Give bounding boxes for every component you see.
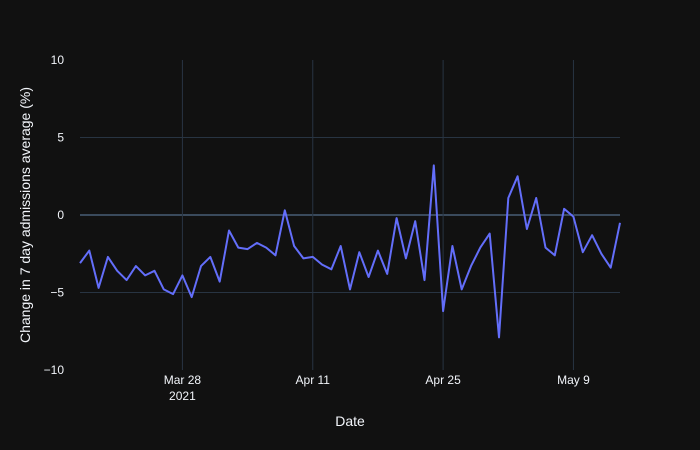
data-point[interactable]	[468, 263, 474, 269]
data-point[interactable]	[291, 243, 297, 249]
x-tick-label: Mar 28	[164, 373, 202, 387]
data-point[interactable]	[170, 291, 176, 297]
data-point[interactable]	[319, 262, 325, 268]
data-point[interactable]	[245, 246, 251, 252]
data-point[interactable]	[552, 252, 558, 258]
data-point[interactable]	[142, 272, 148, 278]
data-point[interactable]	[151, 268, 157, 274]
data-point[interactable]	[263, 245, 269, 251]
data-point[interactable]	[366, 274, 372, 280]
y-axis-ticks: 10 5 0 −5 −10	[44, 53, 65, 377]
x-tick-year-label: 2021	[169, 389, 196, 403]
data-point[interactable]	[543, 245, 549, 251]
data-point[interactable]	[189, 294, 195, 300]
data-point[interactable]	[217, 279, 223, 285]
x-tick-label: Apr 25	[425, 373, 461, 387]
data-point[interactable]	[124, 277, 130, 283]
data-point[interactable]	[394, 215, 400, 221]
y-tick-label: −10	[44, 363, 65, 377]
data-point[interactable]	[273, 252, 279, 258]
x-tick-label: May 9	[557, 373, 590, 387]
y-tick-label: 10	[51, 53, 65, 67]
data-point[interactable]	[412, 218, 418, 224]
data-point[interactable]	[580, 249, 586, 255]
data-point[interactable]	[608, 265, 614, 271]
data-point[interactable]	[561, 206, 567, 212]
data-point[interactable]	[449, 243, 455, 249]
data-point[interactable]	[300, 255, 306, 261]
y-tick-label: −5	[50, 286, 64, 300]
data-point[interactable]	[310, 254, 316, 260]
data-point[interactable]	[375, 248, 381, 254]
data-point[interactable]	[505, 195, 511, 201]
y-tick-label: 0	[57, 208, 64, 222]
data-point[interactable]	[198, 263, 204, 269]
data-point[interactable]	[403, 255, 409, 261]
data-point[interactable]	[431, 162, 437, 168]
x-tick-label: Apr 11	[296, 373, 331, 387]
data-point[interactable]	[77, 260, 83, 266]
data-point[interactable]	[384, 271, 390, 277]
data-point[interactable]	[477, 245, 483, 251]
data-point[interactable]	[254, 240, 260, 246]
data-point[interactable]	[487, 231, 493, 237]
data-point[interactable]	[496, 334, 502, 340]
data-point[interactable]	[524, 226, 530, 232]
x-axis-ticks: Mar 28 2021 Apr 11 Apr 25 May 9	[164, 373, 590, 403]
data-point[interactable]	[207, 254, 213, 260]
data-point[interactable]	[133, 263, 139, 269]
data-point[interactable]	[86, 248, 92, 254]
data-point[interactable]	[179, 272, 185, 278]
data-point[interactable]	[617, 220, 623, 226]
data-point[interactable]	[533, 195, 539, 201]
data-point[interactable]	[589, 232, 595, 238]
y-axis-title: Change in 7 day admissions average (%)	[17, 87, 33, 343]
data-point[interactable]	[235, 245, 241, 251]
data-point[interactable]	[328, 266, 334, 272]
data-point[interactable]	[356, 249, 362, 255]
data-point[interactable]	[598, 251, 604, 257]
series-line	[79, 164, 621, 339]
data-point[interactable]	[105, 254, 111, 260]
data-point[interactable]	[347, 286, 353, 292]
x-axis-title: Date	[335, 413, 365, 429]
series-layer	[77, 162, 623, 340]
data-point[interactable]	[440, 308, 446, 314]
data-point[interactable]	[226, 228, 232, 234]
data-point[interactable]	[338, 243, 344, 249]
y-tick-label: 5	[57, 131, 64, 145]
data-point[interactable]	[421, 277, 427, 283]
data-point[interactable]	[459, 286, 465, 292]
data-point[interactable]	[515, 173, 521, 179]
data-point[interactable]	[161, 286, 167, 292]
data-point[interactable]	[570, 214, 576, 220]
data-point[interactable]	[96, 285, 102, 291]
data-point[interactable]	[282, 207, 288, 213]
data-point[interactable]	[114, 268, 120, 274]
